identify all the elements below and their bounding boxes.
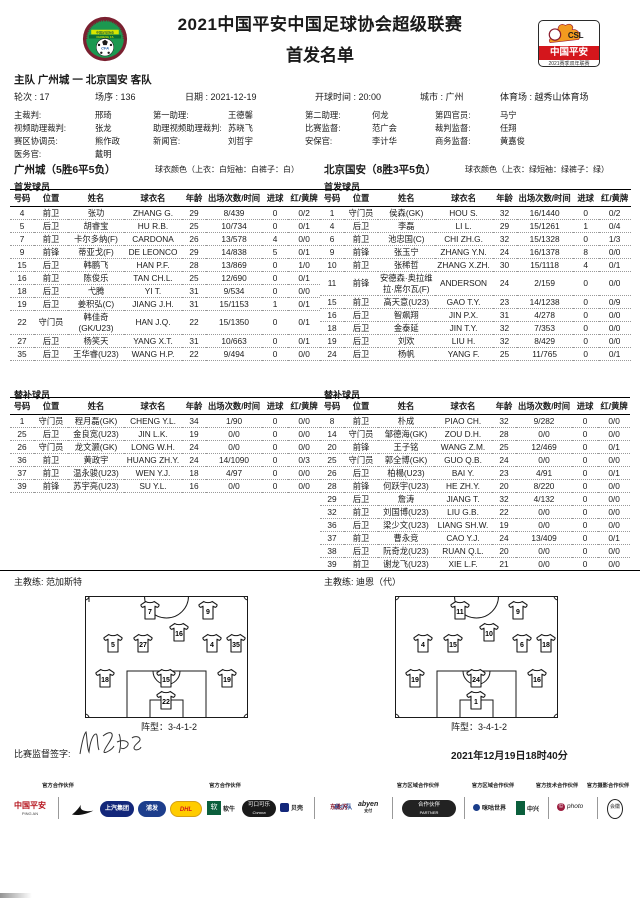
svg-text:18: 18 [101,677,109,684]
svg-text:24: 24 [472,677,480,684]
svg-text:9: 9 [516,609,520,616]
svg-text:1: 1 [474,699,478,706]
svg-text:CFA: CFA [101,46,109,51]
svg-text:22: 22 [162,699,170,706]
svg-text:4: 4 [421,642,425,649]
svg-text:15: 15 [162,677,170,684]
svg-text:16: 16 [533,677,541,684]
svg-text:中国足球协会: 中国足球协会 [96,29,115,34]
svg-text:4: 4 [210,642,214,649]
svg-text:19: 19 [411,677,419,684]
svg-text:6: 6 [520,642,524,649]
svg-text:5: 5 [111,642,115,649]
svg-text:16: 16 [175,631,183,638]
svg-text:9: 9 [206,609,210,616]
svg-text:7: 7 [148,609,152,616]
svg-text:11: 11 [456,609,464,616]
svg-text:35: 35 [232,642,240,649]
svg-text:CHINESE FA: CHINESE FA [96,35,113,39]
svg-text:CSL: CSL [568,31,584,40]
svg-text:15: 15 [449,642,457,649]
svg-text:19: 19 [223,677,231,684]
svg-text:10: 10 [485,631,493,638]
svg-text:18: 18 [542,642,550,649]
svg-text:27: 27 [139,642,147,649]
